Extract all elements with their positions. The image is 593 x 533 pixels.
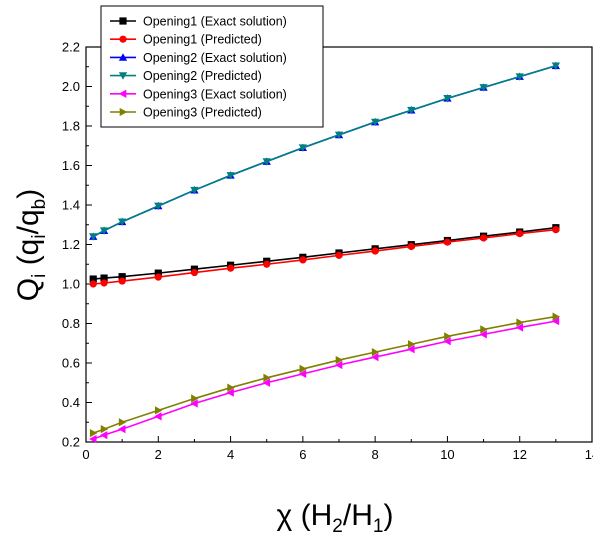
data-point xyxy=(263,261,270,268)
y-tick-label: 2.2 xyxy=(62,40,80,55)
x-tick-label: 6 xyxy=(299,447,306,462)
legend-label: Opening3 (Exact solution) xyxy=(143,87,287,101)
x-tick-label: 2 xyxy=(155,447,162,462)
y-tick-label: 1.6 xyxy=(62,158,80,173)
y-tick-label: 1.2 xyxy=(62,237,80,252)
data-point xyxy=(155,273,162,280)
series-5 xyxy=(89,317,559,443)
x-tick-label: 14 xyxy=(585,447,593,462)
series-1 xyxy=(90,224,560,283)
data-point xyxy=(516,230,523,237)
legend: Opening1 (Exact solution) Opening1 (Predi… xyxy=(101,6,323,127)
y-tick-label: 1.0 xyxy=(62,277,80,292)
y-tick-label: 0.2 xyxy=(62,435,80,450)
data-point xyxy=(119,277,126,284)
data-point xyxy=(408,243,415,250)
legend-label: Opening1 (Exact solution) xyxy=(143,15,287,29)
data-point xyxy=(444,239,451,246)
x-tick-label: 4 xyxy=(227,447,234,462)
x-tick-label: 0 xyxy=(82,447,89,462)
y-tick-label: 2.0 xyxy=(62,79,80,94)
data-point xyxy=(118,425,125,433)
y-tick-label: 0.8 xyxy=(62,316,80,331)
data-point xyxy=(480,234,487,241)
data-point xyxy=(299,256,306,263)
data-point xyxy=(372,247,379,254)
legend-label: Opening2 (Exact solution) xyxy=(143,51,287,65)
data-point xyxy=(100,279,107,286)
series-line xyxy=(93,321,556,439)
legend-marker xyxy=(119,17,126,24)
x-tick-label: 12 xyxy=(512,447,526,462)
legend-label: Opening1 (Predicted) xyxy=(143,33,262,47)
legend-marker xyxy=(119,36,126,43)
data-point xyxy=(227,265,234,272)
x-tick-label: 8 xyxy=(372,447,379,462)
legend-label: Opening3 (Predicted) xyxy=(143,106,262,120)
data-point xyxy=(119,418,126,426)
legend-label: Opening2 (Predicted) xyxy=(143,69,262,83)
x-tick-label: 10 xyxy=(440,447,454,462)
x-axis-title: χ (H2/H1) xyxy=(277,499,394,533)
y-axis-title: Qi (qi/qb) xyxy=(12,189,50,301)
y-tick-label: 0.6 xyxy=(62,356,80,371)
y-tick-label: 1.4 xyxy=(62,198,80,213)
data-point xyxy=(552,226,559,233)
y-tick-label: 1.8 xyxy=(62,119,80,134)
data-point xyxy=(191,269,198,276)
data-point xyxy=(335,252,342,259)
data-point xyxy=(90,280,97,287)
y-tick-label: 0.4 xyxy=(62,395,80,410)
